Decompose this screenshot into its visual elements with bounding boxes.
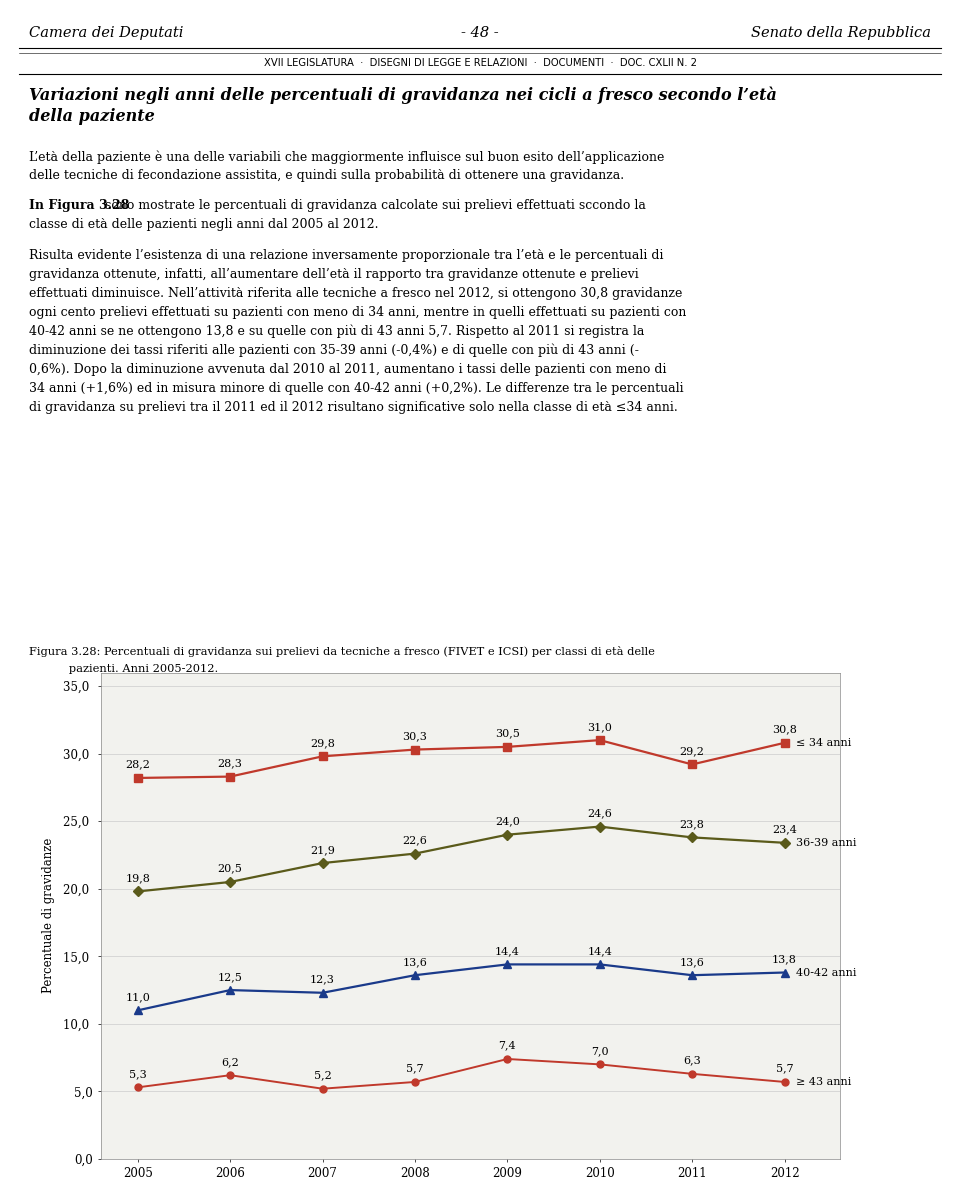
Text: ≥ 43 anni: ≥ 43 anni <box>796 1077 851 1087</box>
Text: 30,3: 30,3 <box>402 731 427 741</box>
Text: 30,5: 30,5 <box>495 729 519 739</box>
Text: 13,6: 13,6 <box>402 957 427 967</box>
Text: 24,0: 24,0 <box>495 817 519 826</box>
Text: 0,6%). Dopo la diminuzione avvenuta dal 2010 al 2011, aumentano i tassi delle pa: 0,6%). Dopo la diminuzione avvenuta dal … <box>29 363 666 376</box>
Text: 22,6: 22,6 <box>402 835 427 846</box>
Text: Senato della Repubblica: Senato della Repubblica <box>751 26 931 41</box>
Text: 11,0: 11,0 <box>126 992 150 1002</box>
Text: XVII LEGISLATURA  ·  DISEGNI DI LEGGE E RELAZIONI  ·  DOCUMENTI  ·  DOC. CXLII N: XVII LEGISLATURA · DISEGNI DI LEGGE E RE… <box>263 58 697 67</box>
Y-axis label: Percentuale di gravidanze: Percentuale di gravidanze <box>42 838 55 993</box>
Text: Camera dei Deputati: Camera dei Deputati <box>29 26 183 41</box>
Text: 20,5: 20,5 <box>218 864 243 873</box>
Text: gravidanza ottenute, infatti, all’aumentare dell’età il rapporto tra gravidanze : gravidanza ottenute, infatti, all’aument… <box>29 268 638 281</box>
Text: pazienti. Anni 2005-2012.: pazienti. Anni 2005-2012. <box>29 664 218 674</box>
Text: 14,4: 14,4 <box>495 946 519 956</box>
Text: Variazioni negli anni delle percentuali di gravidanza nei cicli a fresco secondo: Variazioni negli anni delle percentuali … <box>29 86 777 104</box>
Text: - 48 -: - 48 - <box>461 26 499 41</box>
Text: 13,6: 13,6 <box>680 957 705 967</box>
Text: 29,8: 29,8 <box>310 737 335 748</box>
Text: classe di età delle pazienti negli anni dal 2005 al 2012.: classe di età delle pazienti negli anni … <box>29 219 378 232</box>
Text: 19,8: 19,8 <box>126 873 150 883</box>
Text: 12,3: 12,3 <box>310 974 335 985</box>
Text: 40-42 anni se ne ottengono 13,8 e su quelle con più di 43 anni 5,7. Rispetto al : 40-42 anni se ne ottengono 13,8 e su que… <box>29 324 644 339</box>
Text: diminuzione dei tassi riferiti alle pazienti con 35-39 anni (-0,4%) e di quelle : diminuzione dei tassi riferiti alle pazi… <box>29 343 638 357</box>
Text: 5,7: 5,7 <box>406 1064 423 1074</box>
Text: 29,2: 29,2 <box>680 746 705 757</box>
Text: 5,7: 5,7 <box>776 1064 793 1074</box>
Text: 40-42 anni: 40-42 anni <box>796 968 856 978</box>
Text: Figura 3.28: Percentuali di gravidanza sui prelievi da tecniche a fresco (FIVET : Figura 3.28: Percentuali di gravidanza s… <box>29 646 655 657</box>
Text: 21,9: 21,9 <box>310 844 335 855</box>
Text: di gravidanza su prelievi tra il 2011 ed il 2012 risultano significative solo ne: di gravidanza su prelievi tra il 2011 ed… <box>29 401 678 413</box>
Text: 28,2: 28,2 <box>126 759 150 770</box>
Text: In Figura 3.28: In Figura 3.28 <box>29 199 130 213</box>
Text: 6,3: 6,3 <box>684 1056 701 1065</box>
Text: 28,3: 28,3 <box>218 758 243 769</box>
Text: 12,5: 12,5 <box>218 972 243 981</box>
Text: della paziente: della paziente <box>29 108 155 125</box>
Text: 5,3: 5,3 <box>129 1069 147 1078</box>
Text: 7,0: 7,0 <box>591 1046 609 1056</box>
Text: 31,0: 31,0 <box>588 722 612 731</box>
Text: 23,4: 23,4 <box>772 824 797 835</box>
Text: 6,2: 6,2 <box>222 1057 239 1066</box>
Text: 5,2: 5,2 <box>314 1070 331 1081</box>
Text: ≤ 34 anni: ≤ 34 anni <box>796 737 851 748</box>
Text: ogni cento prelievi effettuati su pazienti con meno di 34 anni, mentre in quelli: ogni cento prelievi effettuati su pazien… <box>29 306 686 318</box>
Text: effettuati diminuisce. Nell’attività riferita alle tecniche a fresco nel 2012, s: effettuati diminuisce. Nell’attività rif… <box>29 287 683 300</box>
Text: delle tecniche di fecondazione assistita, e quindi sulla probabilità di ottenere: delle tecniche di fecondazione assistita… <box>29 169 624 183</box>
Text: 34 anni (+1,6%) ed in misura minore di quelle con 40-42 anni (+0,2%). Le differe: 34 anni (+1,6%) ed in misura minore di q… <box>29 382 684 395</box>
Text: Risulta evidente l’esistenza di una relazione inversamente proporzionale tra l’e: Risulta evidente l’esistenza di una rela… <box>29 249 663 262</box>
Text: 30,8: 30,8 <box>772 724 797 735</box>
Text: 7,4: 7,4 <box>498 1040 516 1051</box>
Text: L’età della paziente è una delle variabili che maggiormente influisce sul buon e: L’età della paziente è una delle variabi… <box>29 150 664 163</box>
Text: 23,8: 23,8 <box>680 819 705 829</box>
Text: 24,6: 24,6 <box>588 808 612 818</box>
Text: 36-39 anni: 36-39 anni <box>796 838 856 848</box>
Text: 14,4: 14,4 <box>588 946 612 956</box>
Text: 13,8: 13,8 <box>772 954 797 964</box>
Text: sono mostrate le percentuali di gravidanza calcolate sui prelievi effettuati scc: sono mostrate le percentuali di gravidan… <box>102 199 646 213</box>
